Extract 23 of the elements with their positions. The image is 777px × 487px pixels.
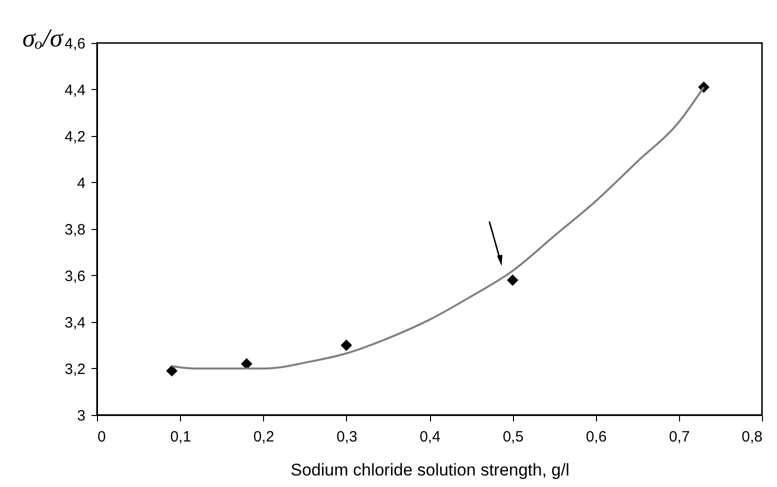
y-tick-label: 4,4 (64, 82, 86, 99)
x-tick-label: 0,3 (336, 428, 358, 446)
y-tick-label: 3,2 (64, 361, 86, 378)
x-tick-label: 0,4 (420, 428, 440, 446)
y-tick-label: 3,8 (64, 222, 86, 238)
y-tick-label: 4,2 (64, 128, 86, 146)
x-tick-label: 0,5 (502, 428, 524, 446)
x-tick-label: 0,2 (253, 428, 274, 446)
x-tick-label: 0 (98, 428, 106, 446)
x-tick-label: 0,6 (586, 428, 607, 446)
y-tick-label: 3,4 (64, 314, 86, 332)
y-tick-label: 3,6 (64, 268, 86, 285)
y-axis-title: σₒ/σ (22, 24, 64, 52)
y-tick-label: 4 (77, 175, 86, 192)
y-tick-label: 3 (77, 408, 86, 424)
point (166, 365, 178, 377)
point (340, 340, 352, 351)
y-tick-label: 4,6 (64, 36, 86, 52)
x-tick-label: 0,8 (742, 428, 762, 446)
x-tick-label: 0,1 (170, 428, 192, 446)
x-axis-title: Sodium chloride solution strength, g/l (290, 460, 570, 480)
x-tick-label: 0,7 (668, 428, 690, 446)
point (506, 274, 518, 286)
